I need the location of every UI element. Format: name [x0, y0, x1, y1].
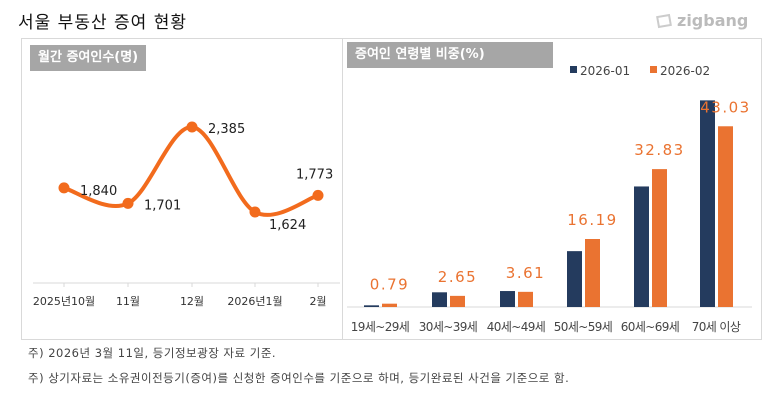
- x-tick-label: 40세~49세: [487, 320, 545, 334]
- bar-2026-01: [567, 251, 582, 307]
- bar-2026-01: [500, 291, 515, 307]
- data-label: 3.61: [506, 264, 545, 282]
- note-1: 주) 2026년 3월 11일, 등기정보광장 자료 기준.: [28, 346, 277, 360]
- x-tick-label: 2025년10월: [33, 295, 95, 308]
- x-tick-label: 2026년1월: [227, 295, 282, 308]
- data-label: 2.65: [438, 268, 477, 286]
- bar-2026-01: [364, 305, 379, 307]
- x-tick-label: 60세~69세: [621, 320, 679, 334]
- note-2: 주) 상기자료는 소유권이전등기(증여)를 신청한 증여인수를 기준으로 하며,…: [28, 371, 570, 385]
- x-tick-label: 50세~59세: [554, 320, 612, 334]
- data-point: [249, 206, 261, 218]
- bar-2026-02: [450, 295, 465, 307]
- data-label: 16.19: [567, 211, 617, 229]
- bar-chart: 0.79 2.65 3.61 16.19 32.83 43.03 19세~29세 30세~39…: [347, 64, 752, 334]
- data-label: 1,624: [269, 218, 306, 233]
- x-tick-label: 30세~39세: [419, 320, 477, 334]
- legend-label: 2026-02: [660, 64, 710, 78]
- data-point: [122, 197, 134, 209]
- bar-2026-01: [432, 292, 447, 307]
- bar-2026-02: [518, 291, 533, 307]
- bar-2026-02: [652, 169, 667, 307]
- legend-swatch: [570, 66, 577, 73]
- data-label: 2,385: [208, 122, 245, 137]
- line-chart-title: 월간 증여인수(명): [30, 45, 147, 71]
- chart-panel: [21, 38, 762, 340]
- legend-swatch: [650, 66, 657, 73]
- zigbang-logo-icon: [656, 13, 672, 28]
- data-label: 1,840: [80, 184, 117, 199]
- panel-divider: [342, 38, 343, 340]
- data-label: 0.79: [370, 276, 409, 294]
- bar-2026-02: [382, 303, 397, 307]
- x-tick-label: 11월: [116, 295, 140, 308]
- data-label: 43.03: [700, 98, 750, 116]
- page-title: 서울 부동산 증여 현황: [18, 13, 187, 33]
- data-point: [186, 121, 198, 133]
- x-tick-label: 19세~29세: [351, 320, 409, 334]
- data-point: [312, 189, 324, 201]
- bar-chart-title: 증여인 연령별 비중(%): [347, 42, 553, 68]
- data-point: [58, 182, 70, 194]
- data-label: 1,773: [296, 167, 333, 182]
- data-label: 32.83: [634, 141, 684, 159]
- x-tick-label: 2월: [309, 295, 326, 308]
- legend-label: 2026-01: [580, 64, 630, 78]
- x-tick-label: 70세 이상: [692, 320, 741, 334]
- zigbang-logo: zigbang: [655, 11, 748, 30]
- x-tick-label: 12월: [180, 295, 204, 308]
- bar-2026-01: [700, 100, 715, 307]
- bar-2026-01: [634, 186, 649, 307]
- logo-text: zigbang: [677, 11, 749, 30]
- data-label: 1,701: [144, 198, 181, 213]
- line-chart: 1,840 2025년10월 1,701 11월 2,385 12월 1,624 2026년1…: [33, 121, 340, 308]
- bar-2026-02: [585, 239, 600, 307]
- bar-2026-02: [718, 126, 733, 307]
